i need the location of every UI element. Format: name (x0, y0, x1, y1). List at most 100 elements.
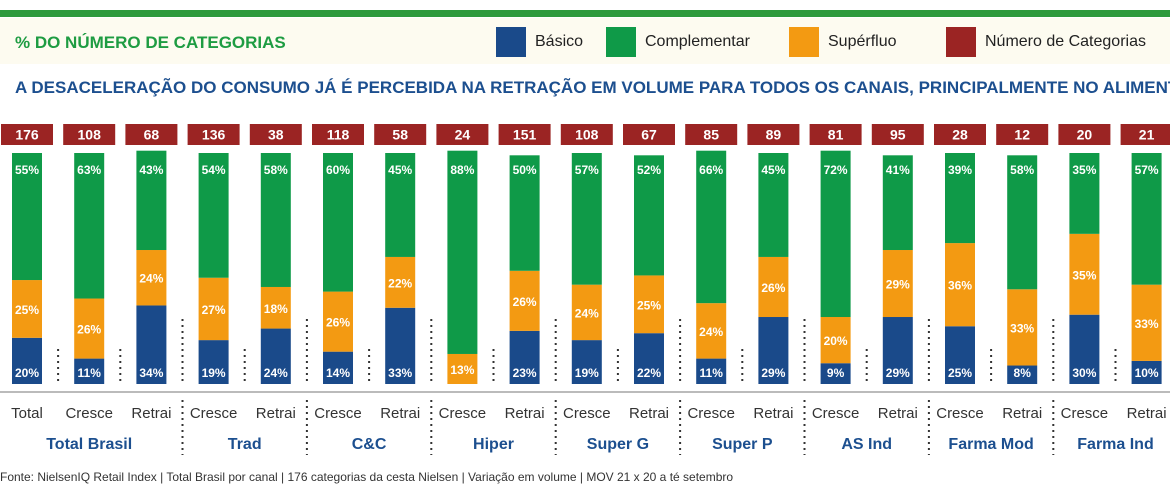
bar-segment-suprfluo (323, 291, 353, 352)
category-title: % DO NÚMERO DE CATEGORIAS (15, 33, 286, 52)
x-tick-label: Retrai (1127, 405, 1167, 422)
group-label: Super P (712, 436, 773, 453)
bar-segment-complementar (198, 153, 229, 278)
category-count-label: 81 (828, 127, 844, 143)
category-count-label: 89 (766, 127, 782, 143)
data-label: 19% (575, 366, 599, 380)
stacked-bar-chart: 176 20% 25% 55% Total 108 11% 26% 63% Cresce 68 34%… (0, 124, 1170, 455)
data-label: 27% (202, 303, 226, 317)
data-label: 8% (1014, 366, 1032, 380)
x-tick-label: Total (11, 405, 43, 422)
bar-segment-complementar (447, 150, 478, 354)
data-label: 88% (450, 163, 474, 177)
data-label: 19% (202, 366, 226, 380)
category-count-label: 58 (392, 127, 408, 143)
data-label: 33% (388, 366, 412, 380)
legend-label: Número de Categorias (985, 33, 1146, 50)
data-label: 20% (15, 366, 39, 380)
category-count-label: 85 (703, 127, 719, 143)
x-tick-label: Retrai (1002, 405, 1042, 422)
category-count-badge (498, 124, 551, 145)
legend-swatch (946, 27, 976, 57)
bar-segment-suprfluo (1131, 284, 1162, 361)
data-label: 57% (575, 163, 599, 177)
bar-segment-suprfluo (820, 317, 851, 364)
category-count-badge (1120, 124, 1170, 145)
bar-segment-suprfluo (882, 250, 913, 318)
bar-segment-complementar (820, 150, 851, 318)
group-label: Farma Ind (1077, 436, 1153, 453)
bar-segment-suprfluo (634, 275, 664, 334)
bar-segment-bsico (571, 340, 602, 384)
data-label: 24% (264, 366, 288, 380)
group-label: Trad (228, 436, 262, 453)
category-count-label: 108 (78, 127, 102, 143)
bar-segment-suprfluo (758, 256, 789, 318)
bar-segment-complementar (758, 153, 789, 257)
top-accent-bar (0, 10, 1170, 17)
legend-label: Básico (535, 33, 584, 50)
bar-segment-suprfluo (12, 280, 42, 338)
bar-segment-complementar (945, 153, 975, 244)
x-tick-label: Retrai (505, 405, 545, 422)
bar-segment-suprfluo (1007, 289, 1038, 366)
data-label: 22% (388, 276, 412, 290)
category-count-label: 12 (1014, 127, 1030, 143)
legend-item-numero-categorias: Número de Categorias (946, 27, 1146, 57)
x-tick-label: Retrai (753, 405, 793, 422)
data-label: 35% (1072, 268, 1096, 282)
bar-segment-complementar (12, 153, 42, 281)
category-count-badge (1, 124, 53, 145)
legend-item-superfluo: Supérfluo (789, 27, 897, 57)
x-tick-label: Cresce (439, 405, 487, 422)
data-label: 9% (827, 366, 845, 380)
category-count-label: 28 (952, 127, 968, 143)
x-tick-label: Cresce (812, 405, 860, 422)
data-label: 58% (264, 163, 288, 177)
bar-segment-complementar (571, 153, 602, 285)
x-tick-label: Cresce (687, 405, 735, 422)
data-label: 35% (1072, 163, 1096, 177)
category-count-badge (871, 124, 924, 145)
data-label: 25% (15, 303, 39, 317)
chart-subtitle: A DESACELERAÇÃO DO CONSUMO JÁ É PERCEBID… (15, 78, 1170, 97)
data-label: 24% (139, 272, 163, 286)
category-count-badge (125, 124, 178, 145)
data-label: 14% (326, 366, 350, 380)
category-count-badge (63, 124, 116, 145)
category-count-label: 68 (144, 127, 160, 143)
category-count-badge (1058, 124, 1111, 145)
data-label: 58% (1010, 163, 1034, 177)
category-count-badge (560, 124, 613, 145)
data-label: 36% (948, 279, 972, 293)
x-tick-label: Retrai (131, 405, 171, 422)
data-label: 60% (326, 163, 350, 177)
category-count-label: 20 (1077, 127, 1093, 143)
bar-segment-bsico (260, 328, 291, 384)
bar-segment-complementar (260, 153, 291, 287)
bar-segment-bsico (385, 307, 416, 384)
category-count-label: 176 (15, 127, 39, 143)
bar-segment-bsico (696, 358, 727, 384)
category-count-badge (747, 124, 800, 145)
bar-segment-complementar (136, 150, 167, 251)
data-label: 22% (637, 366, 661, 380)
category-count-label: 24 (455, 127, 471, 143)
x-tick-label: Cresce (1061, 405, 1109, 422)
bar-segment-suprfluo (385, 256, 416, 308)
category-count-badge (312, 124, 364, 145)
bar-segment-suprfluo (74, 298, 105, 359)
bar-segment-bsico (1069, 314, 1100, 384)
bar-segment-bsico (882, 317, 913, 384)
data-label: 26% (761, 281, 785, 295)
group-label: AS Ind (841, 436, 892, 453)
bar-segment-suprfluo (1069, 233, 1100, 315)
group-label: Hiper (473, 436, 514, 453)
bar-segment-complementar (509, 155, 540, 271)
data-label: 50% (513, 163, 537, 177)
bar-segment-bsico (945, 326, 975, 384)
data-label: 24% (575, 306, 599, 320)
bar-segment-suprfluo (447, 353, 478, 384)
bar-segment-suprfluo (136, 250, 167, 306)
data-label: 24% (699, 325, 723, 339)
